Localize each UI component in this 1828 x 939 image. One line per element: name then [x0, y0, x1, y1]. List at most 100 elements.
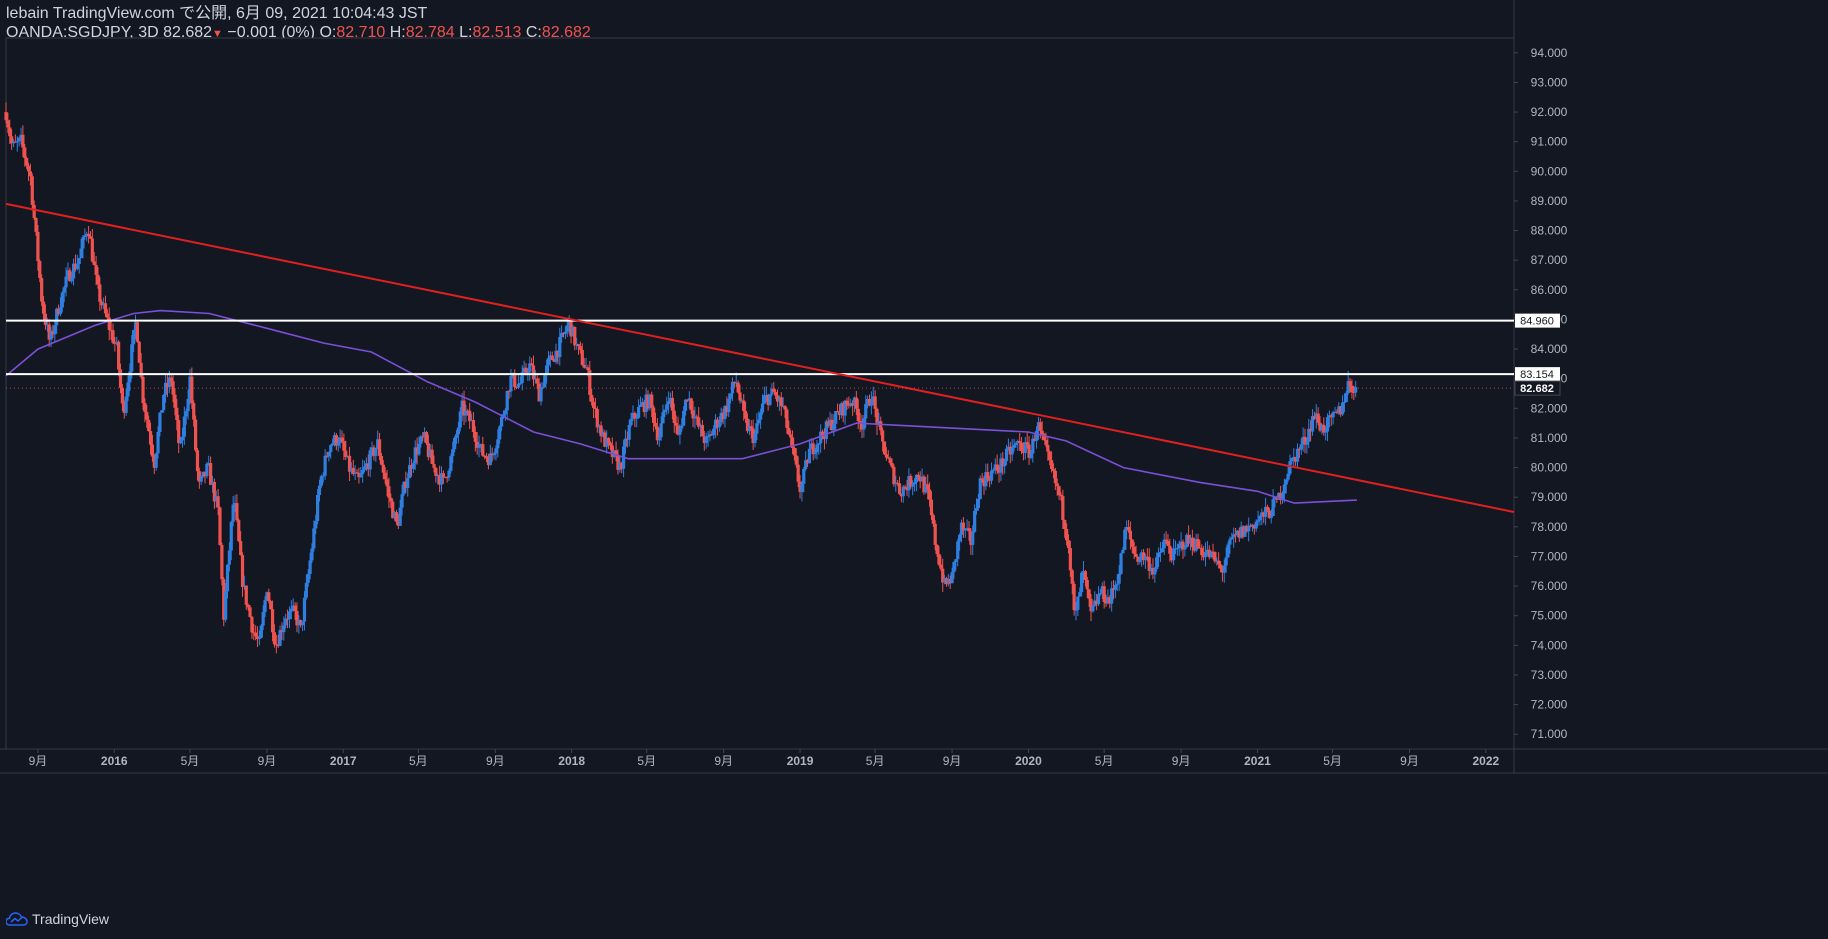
candle-body — [92, 261, 96, 266]
candle-body — [419, 436, 423, 444]
y-tick-label: 80.000 — [1531, 461, 1568, 475]
candle-body — [1145, 556, 1149, 558]
x-tick-label: 5月 — [1323, 754, 1342, 768]
candle-body — [175, 407, 179, 421]
x-tick-label: 5月 — [409, 754, 428, 768]
candle-body — [989, 470, 994, 481]
candle-body — [637, 407, 641, 418]
low-value: 82.513 — [472, 24, 522, 41]
candle-body — [1254, 521, 1258, 529]
candle-body — [805, 460, 810, 464]
candle-body — [967, 528, 971, 532]
candle-body — [1164, 539, 1168, 541]
candle-body — [1256, 520, 1260, 522]
candle-body — [1305, 441, 1309, 445]
candle-body — [1235, 530, 1240, 535]
candle-body — [907, 475, 911, 491]
candle-body — [6, 120, 10, 128]
candle-body — [809, 443, 813, 449]
candle-body — [956, 541, 960, 560]
candle-body — [627, 424, 631, 440]
candle-body — [608, 442, 613, 446]
candle-body — [115, 341, 119, 344]
candle-body — [81, 237, 85, 249]
candle-body — [856, 408, 860, 422]
candle-body — [663, 409, 667, 413]
y-axis-ticks: 71.000 72.000 73.000 74.000 75.000 76.000 77.0… — [1514, 46, 1568, 741]
candle-body — [361, 469, 365, 475]
candle-body — [747, 426, 751, 432]
close-value: 82.682 — [541, 24, 591, 41]
candle-body — [190, 376, 194, 404]
candle-body — [685, 399, 690, 401]
candle-body — [986, 472, 990, 479]
candle-body — [789, 434, 793, 438]
candle-body — [507, 390, 511, 392]
candle-body — [471, 419, 476, 432]
candle-body — [1340, 402, 1345, 415]
candle-body — [693, 416, 697, 419]
candle-body — [708, 434, 712, 437]
candle-body — [10, 136, 14, 144]
candle-body — [248, 607, 252, 617]
candle-body — [1190, 537, 1194, 548]
candle-body — [445, 477, 449, 479]
candle-body — [680, 425, 684, 429]
candle-body — [1008, 446, 1012, 455]
candle-body — [1016, 441, 1020, 444]
candle-body — [1284, 479, 1288, 485]
candle-body — [772, 388, 776, 392]
candle-body — [976, 498, 980, 509]
candle-body — [935, 544, 939, 554]
candle-body — [727, 398, 731, 413]
candle-body — [995, 464, 999, 471]
candle-body — [122, 403, 126, 413]
candle-body — [1096, 594, 1101, 605]
tradingview-logo-icon — [6, 912, 28, 926]
candle-body — [468, 410, 472, 422]
candle-body — [293, 605, 297, 612]
candle-body — [916, 474, 920, 478]
candle-body — [944, 578, 949, 585]
candle-body — [1348, 381, 1352, 386]
candle-body — [453, 437, 457, 450]
candle-body — [130, 344, 134, 372]
candle-body — [184, 411, 188, 417]
candle-body — [963, 528, 967, 531]
candle-body — [931, 515, 935, 524]
candle-body — [661, 412, 665, 424]
candle-body — [528, 363, 532, 373]
candle-body — [43, 313, 48, 326]
candle-body — [678, 428, 682, 435]
y-tick-label: 75.000 — [1531, 609, 1568, 623]
candle-body — [1209, 551, 1213, 558]
candle-body — [188, 376, 192, 400]
candle-body — [1263, 506, 1268, 517]
candle-body — [310, 548, 314, 561]
candle-body — [875, 408, 879, 425]
candle-body — [597, 425, 601, 428]
candle-body — [1331, 412, 1335, 418]
candle-body — [854, 397, 858, 409]
candle-body — [1080, 572, 1084, 593]
candle-body — [423, 432, 427, 437]
candle-body — [1310, 416, 1315, 432]
candle-body — [66, 270, 70, 277]
y-tick-label: 71.000 — [1531, 727, 1568, 741]
candle-body — [734, 382, 738, 384]
candle-body — [712, 428, 716, 436]
candle-body — [376, 439, 380, 449]
candle-body — [1307, 428, 1311, 442]
candle-body — [911, 484, 915, 487]
candle-body — [404, 481, 408, 488]
candle-body — [954, 559, 958, 562]
candle-body — [1063, 519, 1067, 529]
candle-body — [1044, 439, 1048, 445]
candle-body — [1213, 551, 1217, 562]
candle-body — [162, 394, 166, 411]
candle-body — [308, 560, 312, 574]
candle-body — [1134, 553, 1138, 557]
ohlc-line: OANDA:SGDJPY, 3D 82.682▼ −0.001 (0%) O:8… — [6, 23, 591, 44]
tradingview-branding[interactable]: TradingView — [6, 911, 109, 927]
